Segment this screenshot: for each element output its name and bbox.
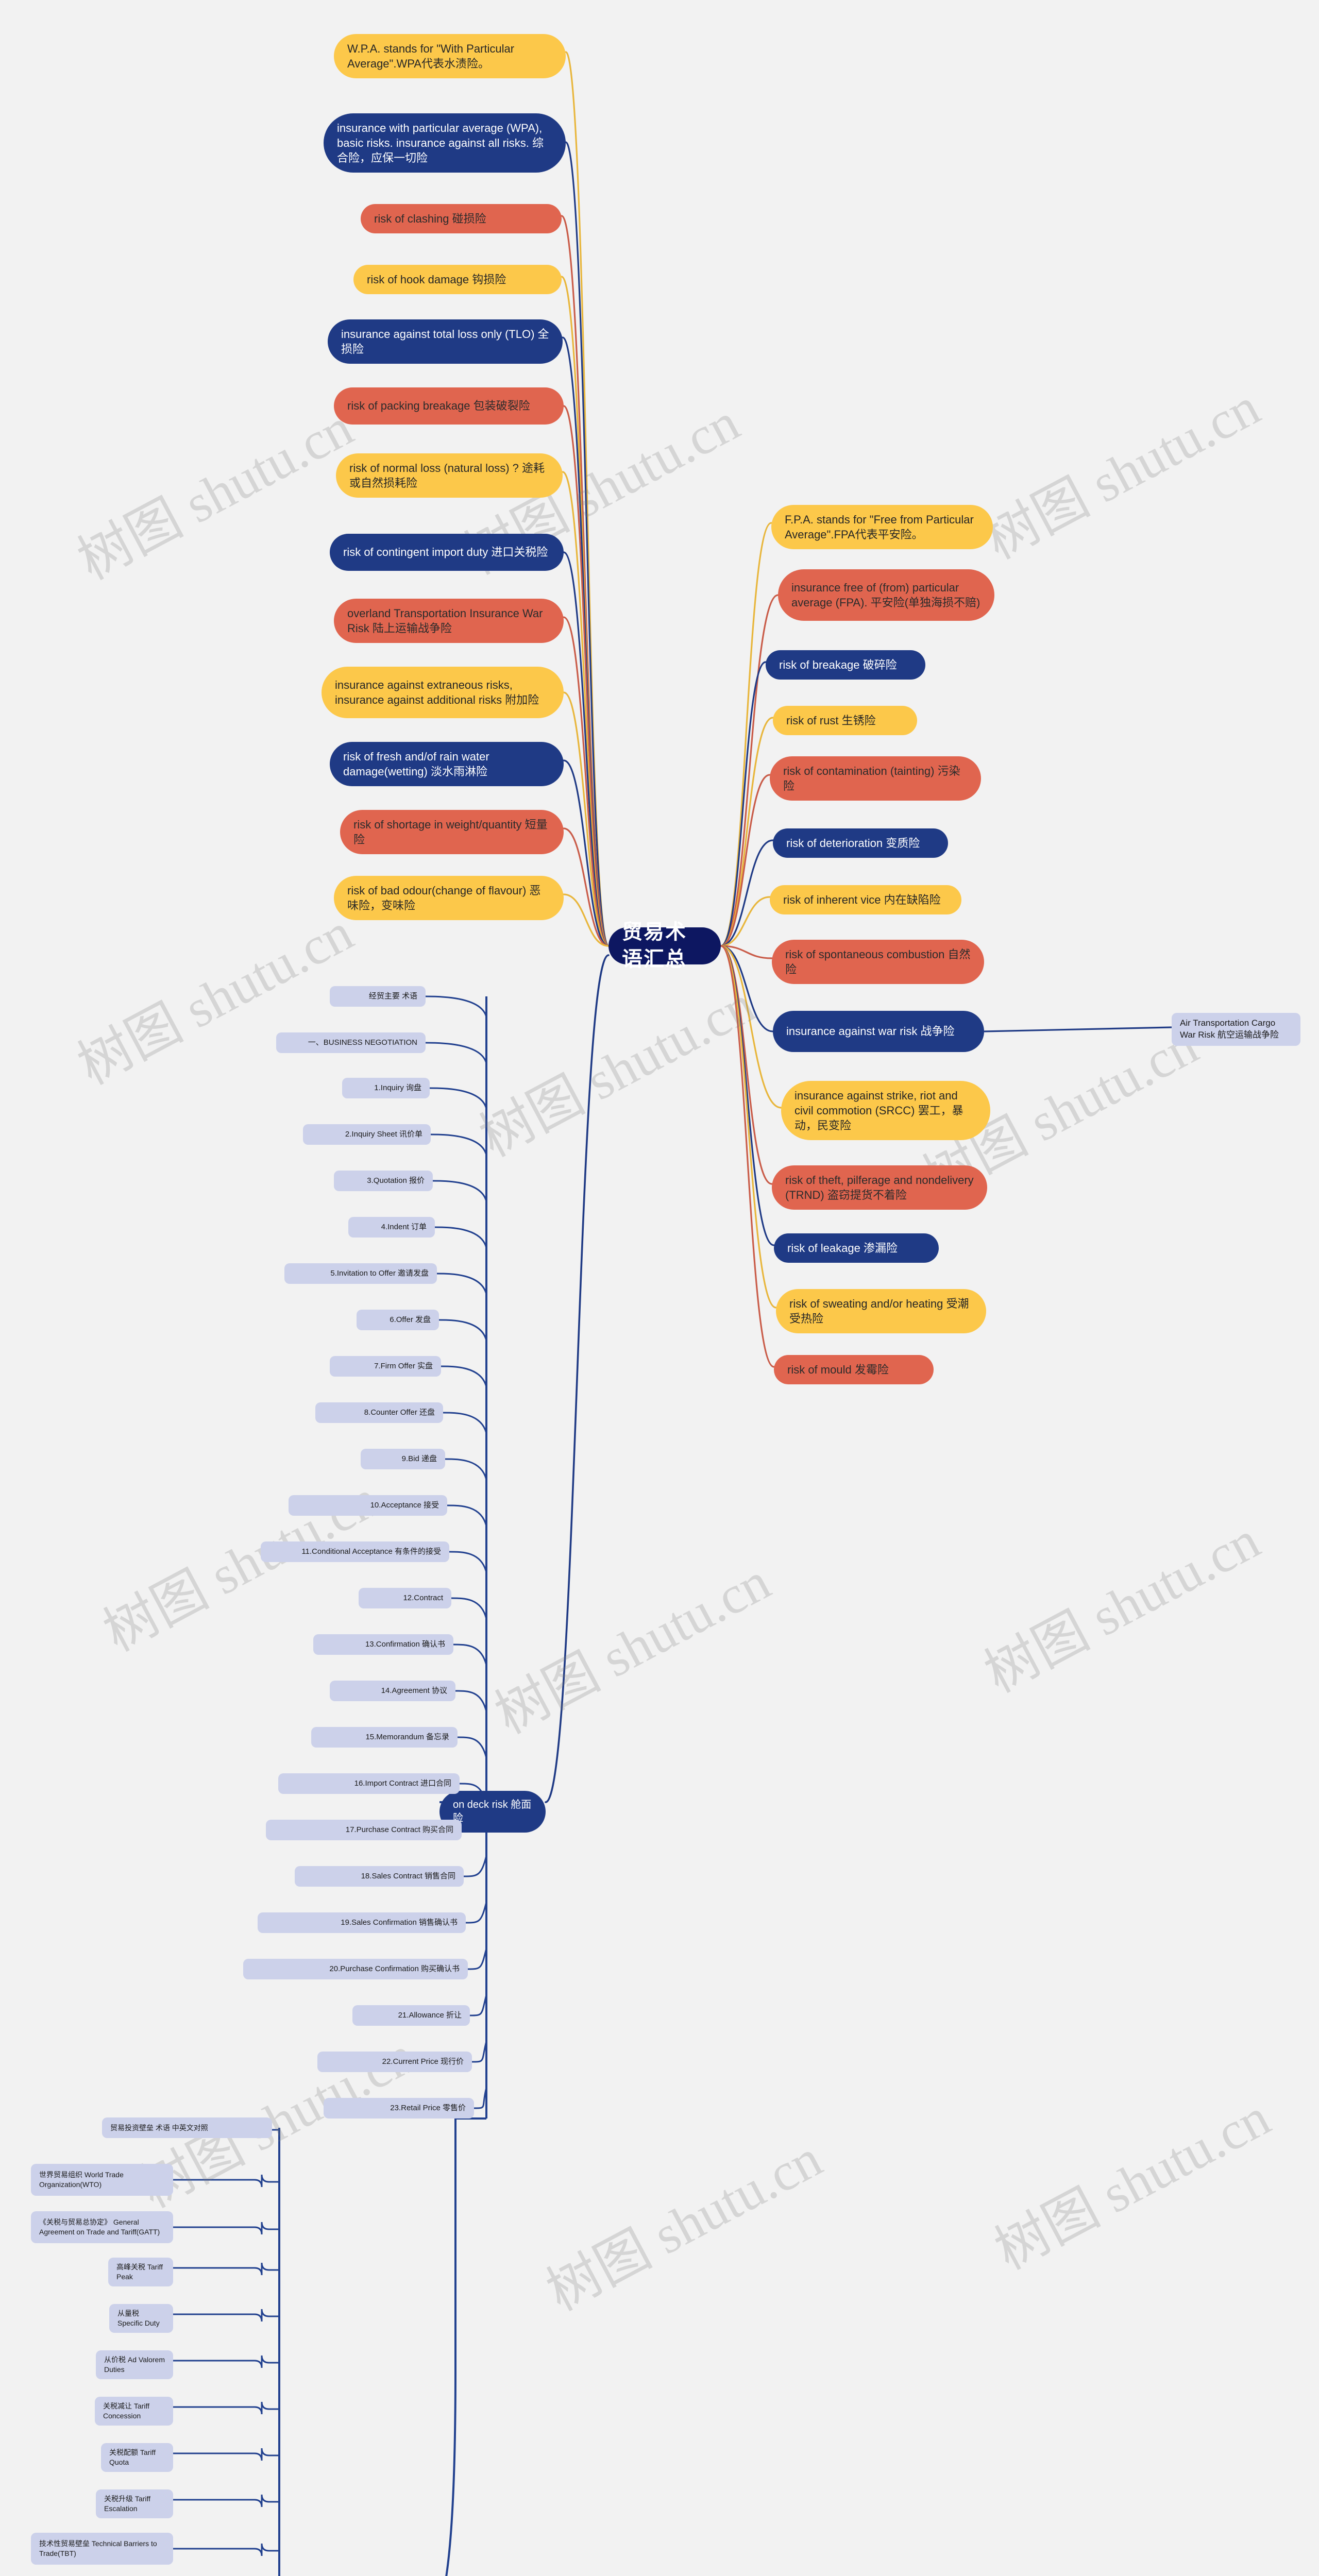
watermark: 树图 shutu.cn: [69, 902, 362, 1096]
left-node-9[interactable]: overland Transportation Insurance War Ri…: [334, 599, 564, 643]
negotiation-item-11[interactable]: 9.Bid 递盘: [361, 1449, 445, 1469]
right-node-9[interactable]: insurance against war risk 战争险: [773, 1011, 984, 1052]
negotiation-item-22[interactable]: 20.Purchase Confirmation 购买确认书: [243, 1959, 468, 1979]
negotiation-item-20[interactable]: 18.Sales Contract 销售合同: [295, 1866, 464, 1887]
air-cargo-war-risk-node[interactable]: Air Transportation Cargo War Risk 航空运输战争…: [1172, 1013, 1300, 1046]
negotiation-item-4[interactable]: 2.Inquiry Sheet 讯价单: [303, 1124, 431, 1145]
left-node-13[interactable]: risk of bad odour(change of flavour) 恶味险…: [334, 876, 564, 921]
negotiation-item-13[interactable]: 11.Conditional Acceptance 有条件的接受: [261, 1541, 449, 1562]
right-node-1[interactable]: F.P.A. stands for "Free from Particular …: [771, 505, 993, 550]
left-node-11[interactable]: risk of fresh and/of rain water damage(w…: [330, 742, 564, 787]
right-node-13[interactable]: risk of sweating and/or heating 受潮受热险: [776, 1289, 986, 1334]
wto-term-10[interactable]: 技术性贸易壁垒 Technical Barriers to Trade(TBT): [31, 2533, 173, 2565]
watermark: 树图 shutu.cn: [470, 974, 764, 1168]
negotiation-item-15[interactable]: 13.Confirmation 确认书: [313, 1634, 453, 1655]
wto-term-2[interactable]: 世界贸易组织 World Trade Organization(WTO): [31, 2164, 173, 2196]
wto-term-9[interactable]: 关税升级 Tariff Escalation: [96, 2489, 173, 2518]
negotiation-item-16[interactable]: 14.Agreement 协议: [330, 1681, 455, 1701]
left-node-5[interactable]: insurance against total loss only (TLO) …: [328, 319, 563, 364]
negotiation-item-8[interactable]: 6.Offer 发盘: [357, 1310, 439, 1330]
right-node-3[interactable]: risk of breakage 破碎险: [766, 650, 925, 680]
watermark: 树图 shutu.cn: [69, 397, 362, 591]
negotiation-item-6[interactable]: 4.Indent 订单: [348, 1217, 435, 1238]
watermark: 树图 shutu.cn: [975, 1510, 1269, 1704]
wto-term-3[interactable]: 《关税与贸易总协定》 General Agreement on Trade an…: [31, 2211, 173, 2243]
watermark: 树图 shutu.cn: [486, 1551, 780, 1745]
left-node-4[interactable]: risk of hook damage 钩损险: [353, 265, 562, 295]
right-node-10[interactable]: insurance against strike, riot and civil…: [781, 1081, 990, 1141]
right-node-2[interactable]: insurance free of (from) particular aver…: [778, 569, 994, 621]
right-node-4[interactable]: risk of rust 生锈险: [773, 706, 917, 736]
negotiation-item-18[interactable]: 16.Import Contract 进口合同: [278, 1773, 460, 1794]
negotiation-item-14[interactable]: 12.Contract: [359, 1588, 451, 1608]
negotiation-item-3[interactable]: 1.Inquiry 询盘: [342, 1078, 430, 1098]
right-node-14[interactable]: risk of mould 发霉险: [774, 1355, 934, 1385]
negotiation-item-2[interactable]: 一、BUSINESS NEGOTIATION: [276, 1032, 426, 1053]
negotiation-item-10[interactable]: 8.Counter Offer 还盘: [315, 1402, 443, 1423]
left-node-10[interactable]: insurance against extraneous risks, insu…: [322, 667, 564, 718]
watermark: 树图 shutu.cn: [986, 2087, 1279, 2281]
watermark: 树图 shutu.cn: [537, 2128, 831, 2323]
negotiation-item-24[interactable]: 22.Current Price 现行价: [317, 2052, 472, 2072]
negotiation-item-19[interactable]: 17.Purchase Contract 购买合同: [266, 1820, 462, 1840]
negotiation-item-5[interactable]: 3.Quotation 报价: [334, 1171, 433, 1191]
negotiation-item-9[interactable]: 7.Firm Offer 实盘: [330, 1356, 441, 1377]
right-node-7[interactable]: risk of inherent vice 内在缺陷险: [770, 885, 961, 915]
negotiation-item-1[interactable]: 经贸主要 术语: [330, 986, 426, 1007]
right-node-11[interactable]: risk of theft, pilferage and nondelivery…: [772, 1165, 987, 1210]
negotiation-item-21[interactable]: 19.Sales Confirmation 销售确认书: [258, 1912, 466, 1933]
wto-term-4[interactable]: 高峰关税 Tariff Peak: [108, 2258, 173, 2286]
left-node-12[interactable]: risk of shortage in weight/quantity 短量险: [340, 810, 564, 855]
wto-term-7[interactable]: 关税减让 Tariff Concession: [95, 2397, 173, 2426]
left-node-3[interactable]: risk of clashing 碰损险: [361, 204, 562, 234]
left-node-7[interactable]: risk of normal loss (natural loss) ? 途耗或…: [336, 453, 563, 498]
right-node-5[interactable]: risk of contamination (tainting) 污染险: [770, 756, 981, 801]
watermark: 树图 shutu.cn: [975, 377, 1269, 571]
right-node-12[interactable]: risk of leakage 渗漏险: [774, 1233, 939, 1263]
wto-term-6[interactable]: 从价税 Ad Valorem Duties: [96, 2350, 173, 2379]
negotiation-item-17[interactable]: 15.Memorandum 备忘录: [311, 1727, 458, 1748]
wto-term-5[interactable]: 从量税 Specific Duty: [109, 2304, 173, 2333]
wto-term-8[interactable]: 关税配额 Tariff Quota: [101, 2443, 173, 2472]
right-node-8[interactable]: risk of spontaneous combustion 自然险: [772, 940, 984, 985]
negotiation-item-25[interactable]: 23.Retail Price 零售价: [324, 2098, 474, 2119]
left-node-2[interactable]: insurance with particular average (WPA),…: [324, 113, 566, 173]
negotiation-item-7[interactable]: 5.Invitation to Offer 邀请发盘: [284, 1263, 437, 1284]
left-node-8[interactable]: risk of contingent import duty 进口关税险: [330, 534, 564, 571]
negotiation-item-12[interactable]: 10.Acceptance 接受: [289, 1495, 447, 1516]
right-node-6[interactable]: risk of deterioration 变质险: [773, 828, 948, 858]
left-node-1[interactable]: W.P.A. stands for "With Particular Avera…: [334, 34, 566, 79]
negotiation-item-23[interactable]: 21.Allowance 折让: [352, 2005, 470, 2026]
root-node[interactable]: 贸易术语汇总: [608, 921, 721, 971]
wto-term-1[interactable]: 贸易投资壁垒 术语 中英文对照: [102, 2117, 272, 2138]
left-node-6[interactable]: risk of packing breakage 包装破裂险: [334, 387, 564, 425]
